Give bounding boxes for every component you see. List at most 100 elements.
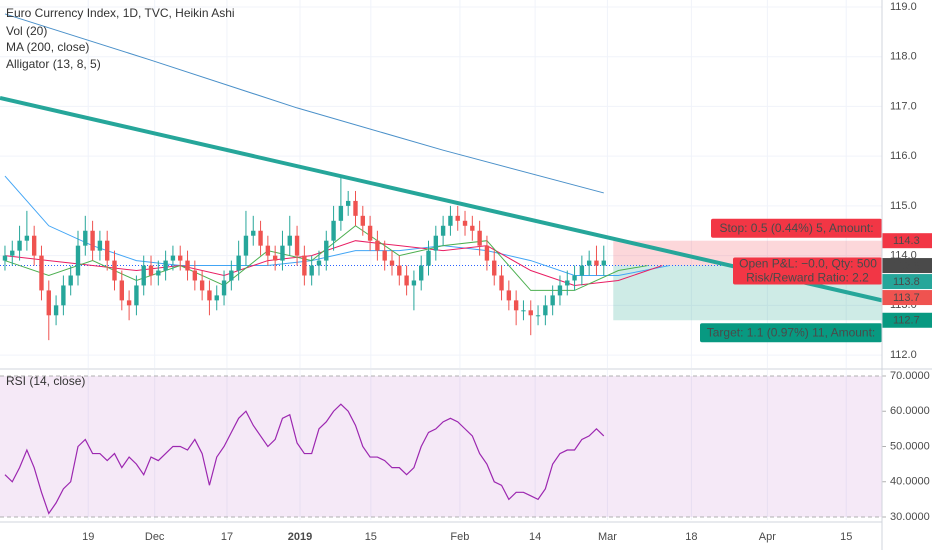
candle-body	[470, 225, 475, 231]
price-badge-label: 113.7	[893, 292, 920, 304]
candle-body	[375, 240, 380, 251]
candle-body	[594, 260, 599, 266]
candle-body	[492, 260, 497, 276]
candle-body	[586, 260, 592, 266]
x-tick-label: 15	[840, 531, 852, 543]
x-tick-label: 19	[82, 531, 94, 543]
candle-body	[565, 280, 570, 286]
candle-body	[258, 230, 263, 246]
candle-body	[419, 265, 424, 281]
candle-body	[506, 290, 512, 301]
candle-body	[148, 265, 154, 276]
rsi-title: RSI (14, close)	[6, 374, 85, 388]
target-label: Target: 1.1 (0.97%) 11, Amount:	[707, 325, 876, 339]
pnl-inner	[735, 258, 880, 271]
candle-body	[17, 240, 22, 251]
candle-body	[572, 275, 577, 281]
candle-body	[360, 215, 365, 226]
rsi-line	[4, 403, 605, 515]
candle-body	[214, 295, 219, 301]
candle-body	[367, 225, 373, 241]
pnl-label: Risk/Reward Ratio: 2.2	[746, 270, 869, 284]
candle-body	[170, 255, 176, 261]
x-tick-label: Feb	[450, 531, 469, 543]
candle-body	[2, 255, 8, 261]
rsi-tick-label: 40.0000	[890, 476, 930, 488]
candle-body	[251, 230, 256, 236]
candle-body	[543, 305, 548, 316]
rsi-band	[0, 375, 882, 518]
y-tick-label: 112.0	[890, 349, 917, 361]
candle-body	[105, 240, 110, 261]
candle-body	[477, 230, 482, 246]
candle-body	[134, 285, 139, 306]
candle-body	[75, 245, 81, 276]
x-tick-label: Mar	[598, 531, 617, 543]
candle-body	[46, 290, 51, 316]
candle-body	[192, 270, 198, 281]
candle-body	[433, 235, 439, 251]
candle-body	[302, 255, 307, 276]
candle-body	[389, 260, 395, 266]
candle-body	[404, 275, 409, 286]
x-tick-label: 15	[365, 531, 377, 543]
candle-body	[90, 230, 95, 251]
legend-item: MA (200, close)	[6, 40, 89, 54]
candle-body	[287, 235, 292, 246]
candle-body	[397, 265, 402, 276]
candle-body	[68, 275, 73, 286]
candle-body	[601, 260, 606, 266]
y-tick-label: 115.0	[890, 200, 917, 212]
candle-body	[338, 205, 344, 221]
candle-body	[382, 250, 387, 261]
x-tick-label: 14	[529, 531, 541, 543]
candle-body	[309, 265, 314, 276]
candle-body	[24, 235, 30, 241]
price-badge-label: 113.8	[893, 276, 920, 288]
axes: 19 Dec 17 2019 15 Feb 14 Mar 18 Apr 15 119.0 118.0 11…	[82, 1, 932, 543]
candle-body	[53, 305, 59, 316]
candle-body	[185, 260, 190, 271]
candle-body	[528, 310, 533, 316]
candle-body	[221, 280, 227, 296]
indicator-line	[4, 13, 604, 194]
price-badge	[882, 233, 932, 249]
candle-body	[97, 240, 103, 251]
candle-body	[163, 260, 168, 271]
candle-body	[316, 260, 322, 266]
x-tick-label: 2019	[288, 531, 312, 543]
candle-body	[411, 280, 417, 286]
legend-item: Vol (20)	[6, 24, 47, 38]
candle-body	[557, 285, 563, 296]
candle-body	[83, 230, 88, 246]
candle-body	[331, 220, 336, 241]
stop-label: Stop: 0.5 (0.44%) 5, Amount:	[719, 221, 873, 235]
candle-body	[345, 200, 351, 206]
candle-body	[440, 225, 446, 236]
candle-body	[265, 245, 271, 256]
rsi-pane	[0, 375, 882, 518]
candle-body	[521, 310, 526, 312]
candle-body	[499, 275, 504, 291]
candle-body	[462, 220, 468, 226]
candle-body	[455, 215, 460, 221]
candle-body	[484, 245, 490, 261]
candle-body	[119, 280, 124, 301]
candle-body	[39, 255, 44, 291]
y-tick-label: 118.0	[890, 51, 917, 63]
candle-body	[141, 265, 146, 286]
candle-body	[353, 200, 358, 216]
price-badge	[882, 290, 932, 306]
x-tick-label: Dec	[145, 531, 165, 543]
candle-body	[294, 235, 300, 256]
y-tick-label: 117.0	[890, 100, 917, 112]
price-badge-label: 112.7	[893, 315, 920, 327]
candle-body	[207, 290, 212, 301]
candle-body	[236, 255, 241, 271]
price-badge-label: 113.8	[893, 260, 920, 272]
price-badge	[882, 274, 932, 290]
candle-body	[243, 235, 249, 256]
x-tick-label: 18	[685, 531, 697, 543]
candle-body	[513, 300, 519, 311]
